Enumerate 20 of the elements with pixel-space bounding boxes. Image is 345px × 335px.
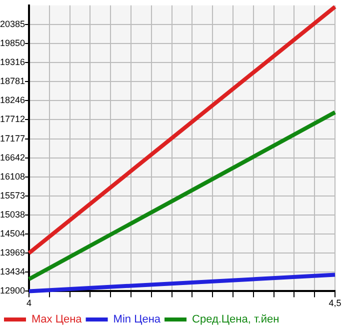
y-tick-label: 18246 [0,95,26,106]
y-tick-label: 17177 [0,133,26,144]
y-tick-label: 13969 [0,248,26,258]
legend-label: Min Цена [113,314,162,326]
y-tick-label: 19850 [0,38,26,48]
y-tick-label: 17712 [0,114,26,124]
y-tick-label: 20385 [0,18,26,29]
legend-label: Сред.Цена, т.йен [192,314,280,326]
x-tick-label: 4 [26,298,32,308]
y-tick-label: 16108 [0,171,26,182]
x-tick-label: 4,5 [328,298,342,308]
legend-label: Max Цена [32,314,83,326]
y-tick-label: 13434 [0,266,26,277]
y-tick-label: 12900 [0,286,26,296]
y-tick-label: 15573 [0,190,26,200]
y-tick-label: 15038 [0,209,26,220]
y-tick-label: 19316 [0,57,26,68]
y-tick-label: 18781 [0,76,26,86]
y-tick-label: 14504 [0,228,26,239]
y-tick-label: 16642 [0,152,26,162]
